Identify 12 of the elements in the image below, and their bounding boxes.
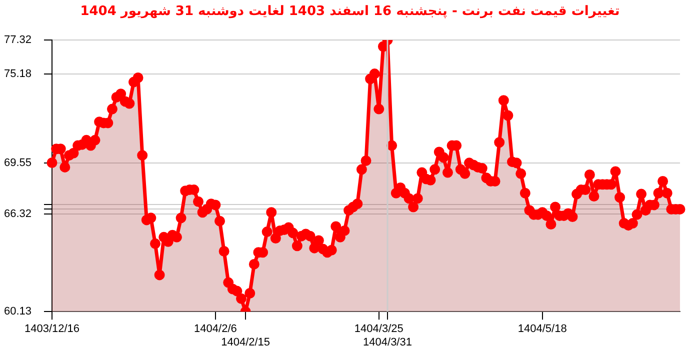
y-tick-label: 77.32: [4, 34, 32, 46]
x-tick-label: 1404/2/15: [221, 336, 270, 348]
x-tick-label: 1404/3/25: [354, 323, 404, 336]
x-tick-label: 1404/3/31: [363, 336, 412, 348]
y-tick-label: 69.55: [4, 156, 32, 169]
x-tick-label: 1404/2/6: [194, 323, 237, 336]
chart-title: تغییرات قیمت نفت برنت - پنجشنبه 16 اسفند 1403 لغایت دوشنبه 31 شهریور 1404: [79, 4, 621, 19]
y-tick-label: 66.32: [4, 208, 32, 220]
y-tick-label: 60.13: [4, 306, 32, 318]
x-tick-label: 1404/5/18: [518, 323, 567, 336]
x-tick-label: 1403/12/16: [24, 323, 80, 336]
y-tick-label: 75.18: [4, 68, 32, 80]
